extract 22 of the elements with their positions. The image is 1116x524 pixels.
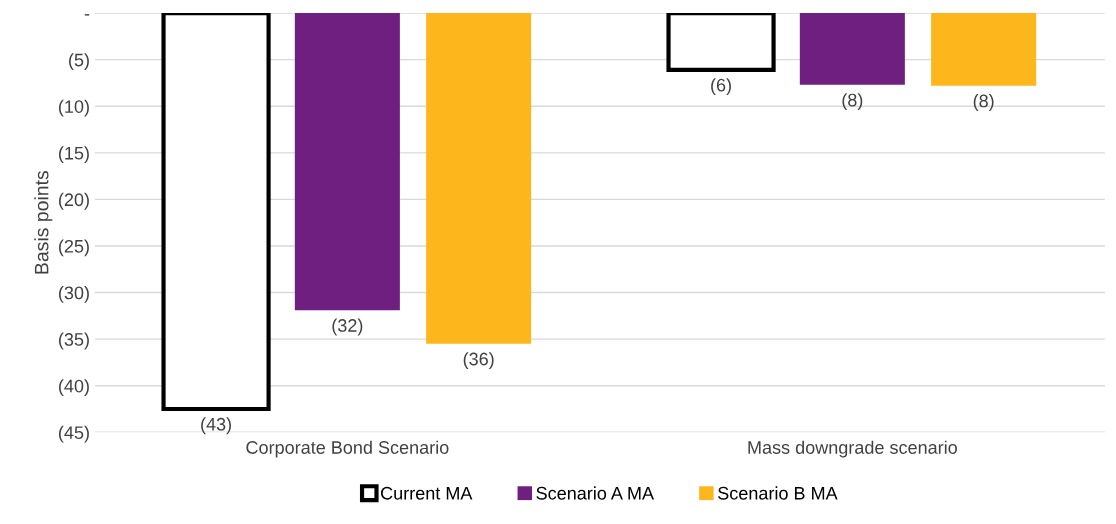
y-tick-label: (15) — [59, 146, 89, 164]
y-axis-title: Basis points — [34, 170, 53, 274]
y-tick-label: (5) — [69, 53, 89, 70]
y-tick-label: (40) — [59, 379, 89, 396]
legend-label: Current MA — [381, 486, 473, 500]
y-tick-label: (45) — [59, 425, 89, 443]
legend-label: Scenario A MA — [536, 486, 654, 500]
x-tick-label: Mass downgrade scenario — [748, 440, 957, 458]
data-label: (36) — [463, 352, 494, 369]
y-tick-label: (25) — [59, 239, 89, 257]
legend-label: Scenario B MA — [718, 486, 838, 500]
data-label: (6) — [711, 78, 731, 96]
y-tick-label: (35) — [59, 332, 89, 350]
y-tick-label: (10) — [59, 99, 89, 117]
data-label: (43) — [201, 417, 231, 435]
y-tick-label: - — [84, 14, 90, 16]
y-tick-label: (30) — [59, 286, 89, 303]
data-label: (8) — [973, 94, 994, 111]
data-label: (32) — [332, 318, 363, 336]
y-tick-label: (20) — [59, 192, 89, 210]
x-tick-label: Corporate Bond Scenario — [246, 440, 449, 458]
data-label: (8) — [842, 93, 863, 110]
